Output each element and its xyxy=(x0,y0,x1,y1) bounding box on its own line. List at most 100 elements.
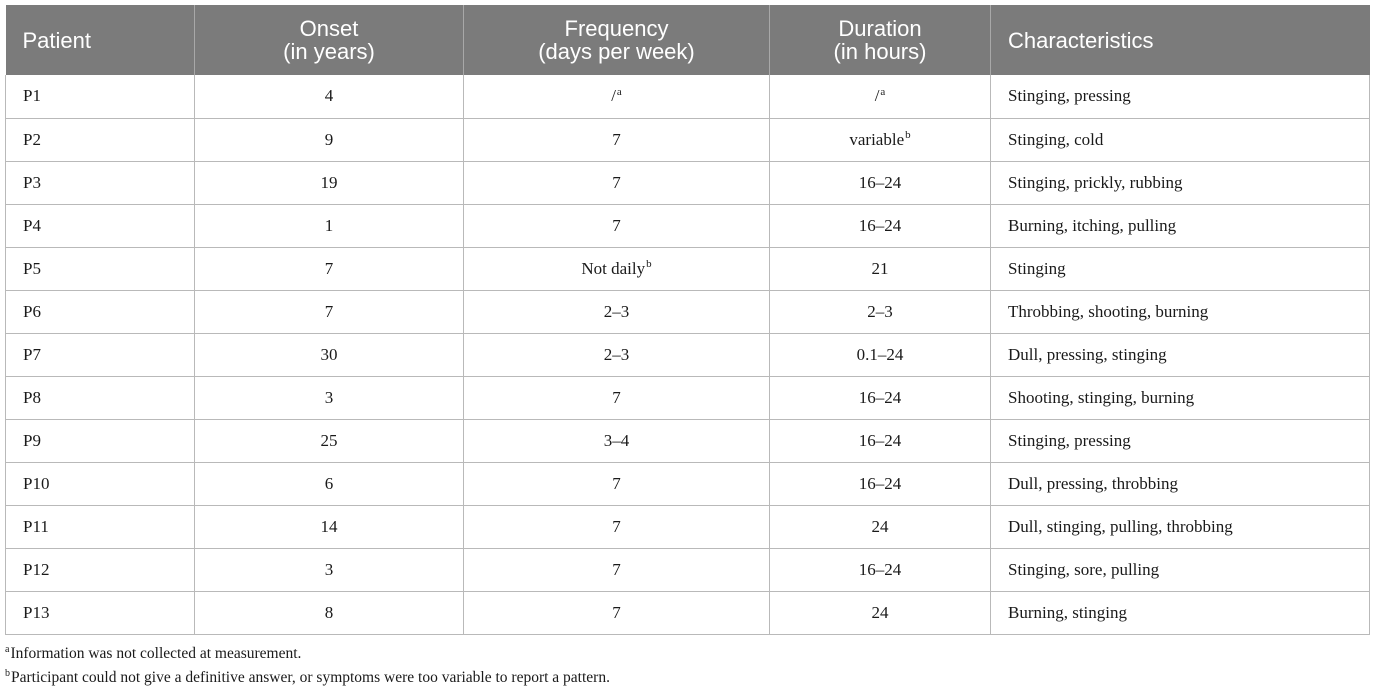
cell-onset-value: 19 xyxy=(320,172,338,192)
cell-duration: 2–3 xyxy=(769,289,991,334)
footnote-a-mark: a xyxy=(5,643,10,655)
cell-onset: 14 xyxy=(194,504,464,549)
footnote-b-text: Participant could not give a definitive … xyxy=(11,669,610,686)
cell-frequency-value: 7 xyxy=(612,129,621,149)
cell-duration: 24 xyxy=(769,590,991,635)
cell-onset-value: 7 xyxy=(324,258,334,278)
table-row: P3 19 7 16–24 Stinging, prickly, rubbing xyxy=(5,160,1370,205)
cell-patient: P8 xyxy=(5,375,195,420)
cell-frequency-value: 7 xyxy=(612,473,621,493)
cell-characteristics: Dull, pressing, stinging xyxy=(990,332,1370,377)
cell-patient-value: P7 xyxy=(23,344,41,364)
cell-onset-value: 14 xyxy=(320,516,338,536)
cell-characteristics-value: Stinging, sore, pulling xyxy=(1008,559,1160,579)
cell-duration: /a xyxy=(769,75,991,119)
cell-duration-value: 16–24 xyxy=(858,172,902,192)
table-row: P5 7 Not dailyb 21 Stinging xyxy=(5,246,1370,291)
cell-patient: P13 xyxy=(5,590,195,635)
table-row: P8 3 7 16–24 Shooting, stinging, burning xyxy=(5,375,1370,420)
cell-characteristics-value: Stinging, cold xyxy=(1008,129,1104,149)
header-frequency-line2: (days per week) xyxy=(538,39,695,64)
table-row: P4 1 7 16–24 Burning, itching, pulling xyxy=(5,203,1370,248)
cell-characteristics-value: Stinging xyxy=(1008,258,1066,278)
cell-onset-value: 7 xyxy=(324,301,334,321)
cell-characteristics: Stinging, prickly, rubbing xyxy=(990,160,1370,205)
cell-onset: 3 xyxy=(194,547,464,592)
cell-onset: 1 xyxy=(194,203,464,248)
cell-duration-value: 2–3 xyxy=(867,301,893,321)
header-patient: Patient xyxy=(5,5,195,75)
cell-characteristics: Stinging, pressing xyxy=(990,75,1370,119)
cell-patient-value: P13 xyxy=(23,602,50,622)
cell-characteristics: Stinging xyxy=(990,246,1370,291)
cell-patient-value: P3 xyxy=(23,172,41,192)
cell-duration-value: 21 xyxy=(871,258,889,278)
cell-characteristics: Stinging, pressing xyxy=(990,418,1370,463)
table-row: P7 30 2–3 0.1–24 Dull, pressing, stinging xyxy=(5,332,1370,377)
header-frequency: Frequency (days per week) xyxy=(463,5,770,75)
footnote-a-text: Information was not collected at measure… xyxy=(10,645,302,662)
cell-frequency-value: 7 xyxy=(612,215,621,235)
cell-characteristics-value: Stinging, pressing xyxy=(1008,430,1131,450)
cell-frequency-value: 7 xyxy=(612,516,621,536)
header-onset-line1: Onset xyxy=(299,16,359,41)
cell-duration-footnote-mark: a xyxy=(880,85,886,98)
cell-frequency-value: 2–3 xyxy=(603,344,630,364)
header-patient-line1: Patient xyxy=(22,27,92,53)
cell-characteristics-value: Stinging, pressing xyxy=(1008,86,1131,106)
cell-frequency-value: 3–4 xyxy=(603,430,630,450)
cell-patient: P11 xyxy=(5,504,195,549)
cell-patient-value: P8 xyxy=(23,387,41,407)
table-row: P6 7 2–3 2–3 Throbbing, shooting, burning xyxy=(5,289,1370,334)
cell-patient-value: P4 xyxy=(23,215,41,235)
cell-onset: 3 xyxy=(194,375,464,420)
cell-characteristics: Shooting, stinging, burning xyxy=(990,375,1370,420)
cell-patient-value: P11 xyxy=(23,516,49,536)
cell-patient: P2 xyxy=(5,117,195,162)
cell-patient: P10 xyxy=(5,461,195,506)
cell-patient: P7 xyxy=(5,332,195,377)
cell-duration-value: 0.1–24 xyxy=(856,344,904,364)
cell-frequency: 7 xyxy=(463,117,770,162)
cell-frequency: 7 xyxy=(463,160,770,205)
cell-onset-value: 6 xyxy=(324,473,334,493)
cell-frequency: 2–3 xyxy=(463,332,770,377)
header-row: Patient Onset (in years) Frequency (days… xyxy=(5,5,1370,75)
cell-frequency: /a xyxy=(463,75,770,119)
cell-patient: P9 xyxy=(5,418,195,463)
cell-duration: 21 xyxy=(769,246,991,291)
cell-duration-value: 24 xyxy=(871,602,889,622)
cell-duration-value: 16–24 xyxy=(858,387,902,407)
cell-frequency: 2–3 xyxy=(463,289,770,334)
cell-onset-value: 8 xyxy=(324,602,334,622)
cell-onset-value: 3 xyxy=(324,387,334,407)
cell-frequency-value: 7 xyxy=(612,172,621,192)
cell-onset: 7 xyxy=(194,246,464,291)
symptoms-table-container: Patient Onset (in years) Frequency (days… xyxy=(5,5,1370,635)
header-onset: Onset (in years) xyxy=(194,5,464,75)
cell-frequency-value: Not daily xyxy=(581,258,646,278)
cell-characteristics-value: Dull, stinging, pulling, throbbing xyxy=(1008,516,1233,536)
cell-characteristics: Stinging, sore, pulling xyxy=(990,547,1370,592)
header-duration-line2: (in hours) xyxy=(833,39,927,64)
cell-onset: 6 xyxy=(194,461,464,506)
cell-duration: 16–24 xyxy=(769,203,991,248)
table-footnotes: aInformation was not collected at measur… xyxy=(5,642,610,690)
cell-duration-footnote-mark: b xyxy=(905,128,911,141)
table-row: P10 6 7 16–24 Dull, pressing, throbbing xyxy=(5,461,1370,506)
cell-duration-value: 24 xyxy=(871,516,889,536)
cell-onset-value: 1 xyxy=(324,215,334,235)
cell-frequency: 7 xyxy=(463,203,770,248)
cell-duration-value: variable xyxy=(849,129,905,149)
cell-frequency: 3–4 xyxy=(463,418,770,463)
cell-patient-value: P2 xyxy=(23,129,41,149)
cell-characteristics-value: Dull, pressing, throbbing xyxy=(1008,473,1178,493)
cell-duration-value: 16–24 xyxy=(858,215,902,235)
cell-onset-value: 25 xyxy=(320,430,338,450)
table-row: P11 14 7 24 Dull, stinging, pulling, throbbi… xyxy=(5,504,1370,549)
cell-patient: P4 xyxy=(5,203,195,248)
header-duration: Duration (in hours) xyxy=(769,5,991,75)
cell-characteristics: Throbbing, shooting, burning xyxy=(990,289,1370,334)
cell-patient: P5 xyxy=(5,246,195,291)
cell-onset: 30 xyxy=(194,332,464,377)
